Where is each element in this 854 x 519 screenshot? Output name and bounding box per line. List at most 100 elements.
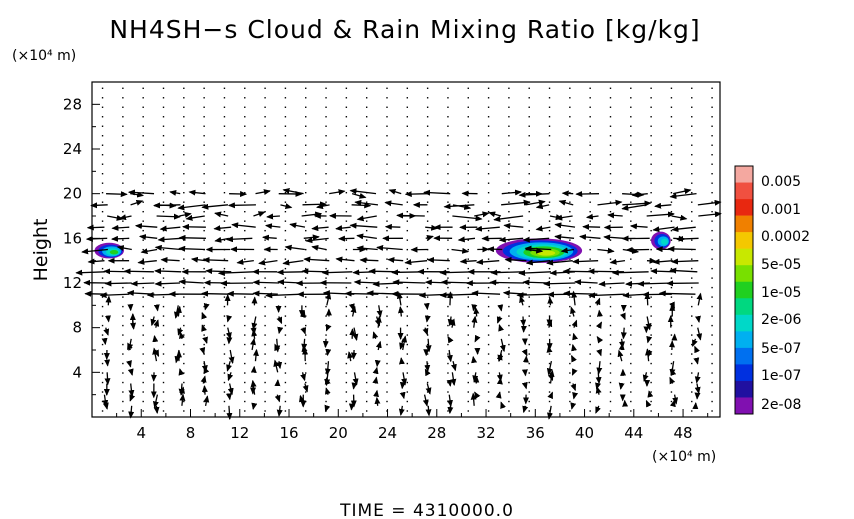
- grid-dot: [203, 372, 205, 374]
- grid-dot: [244, 191, 246, 194]
- wind-vector: [227, 372, 234, 382]
- grid-dot: [711, 315, 713, 317]
- wind-vector: [596, 348, 602, 357]
- x-tick-label: 8: [186, 424, 196, 442]
- grid-dot: [142, 258, 144, 260]
- wind-vector: [202, 256, 229, 263]
- grid-dot: [548, 267, 551, 270]
- colorbar-segment: [735, 314, 753, 332]
- grid-dot: [223, 258, 226, 260]
- grid-dot: [487, 173, 490, 175]
- grid-dot: [162, 286, 165, 289]
- grid-dot: [569, 315, 571, 317]
- grid-dot: [406, 239, 409, 241]
- grid-dot: [711, 248, 713, 251]
- colorbar-label: 1e-07: [761, 368, 801, 384]
- grid-dot: [305, 277, 307, 279]
- grid-dot: [670, 125, 673, 127]
- grid-dot: [508, 400, 510, 403]
- grid-dot: [386, 97, 388, 99]
- grid-dot: [386, 258, 388, 260]
- x-tick-label: 44: [624, 424, 643, 442]
- grid-dot: [467, 229, 469, 232]
- grid-dot: [264, 154, 266, 156]
- grid-dot: [101, 296, 104, 298]
- grid-dot: [609, 87, 612, 89]
- grid-dot: [711, 343, 713, 346]
- wind-vector: [305, 237, 329, 244]
- grid-dot: [609, 144, 612, 146]
- wind-vector: [231, 222, 256, 229]
- wind-vector: [372, 331, 379, 340]
- wind-vector: [459, 258, 477, 265]
- grid-dot: [365, 400, 368, 403]
- grid-dot: [650, 201, 652, 203]
- wind-vector: [570, 354, 577, 363]
- y-tick-label: 4: [72, 363, 82, 381]
- grid-dot: [508, 353, 510, 355]
- grid-dot: [345, 125, 348, 127]
- colorbar-segment: [735, 215, 753, 233]
- grid-dot: [528, 381, 530, 384]
- grid-dot: [325, 248, 327, 251]
- wind-vector: [498, 324, 505, 332]
- grid-dot: [528, 144, 530, 146]
- grid-dot: [142, 372, 144, 374]
- grid-dot: [447, 191, 449, 194]
- grid-dot: [569, 191, 571, 194]
- grid-dot: [670, 116, 673, 118]
- grid-dot: [487, 258, 490, 260]
- grid-dot: [589, 267, 591, 270]
- grid-dot: [691, 315, 693, 317]
- wind-vector: [130, 191, 145, 198]
- grid-dot: [325, 229, 327, 232]
- grid-dot: [244, 144, 246, 146]
- grid-dot: [406, 353, 409, 355]
- grid-dot: [487, 372, 490, 374]
- grid-dot: [406, 372, 409, 374]
- grid-dot: [569, 372, 571, 374]
- grid-dot: [508, 391, 510, 393]
- grid-dot: [447, 372, 449, 374]
- grid-dot: [183, 362, 185, 365]
- wind-vector: [372, 366, 379, 375]
- grid-dot: [345, 315, 348, 317]
- colorbar-segment: [735, 331, 753, 349]
- grid-dot: [325, 315, 327, 317]
- grid-dot: [691, 106, 693, 108]
- colorbar-label: 5e-05: [761, 257, 801, 273]
- grid-dot: [122, 239, 124, 241]
- wind-vector: [302, 383, 309, 393]
- wind-vector: [399, 391, 406, 400]
- wind-vector: [669, 193, 697, 200]
- grid-dot: [609, 248, 612, 251]
- grid-dot: [711, 163, 713, 165]
- wind-vector: [258, 259, 278, 266]
- grid-dot: [365, 381, 368, 384]
- wind-vector: [669, 361, 676, 377]
- grid-dot: [406, 87, 409, 89]
- grid-dot: [386, 154, 388, 156]
- grid-dot: [223, 106, 226, 108]
- grid-dot: [609, 305, 612, 308]
- wind-vector: [570, 383, 577, 392]
- grid-dot: [386, 353, 388, 355]
- grid-dot: [691, 372, 693, 374]
- grid-dot: [365, 248, 368, 251]
- grid-dot: [569, 173, 571, 175]
- grid-dot: [609, 125, 612, 127]
- grid-dot: [467, 163, 469, 165]
- wind-vector: [372, 376, 379, 384]
- grid-dot: [670, 258, 673, 260]
- grid-dot: [589, 173, 591, 175]
- wind-vector: [349, 222, 378, 229]
- y-axis: 4 8 12 16 20 24 28: [63, 81, 100, 396]
- grid-dot: [630, 144, 632, 146]
- wind-vector: [443, 203, 475, 210]
- grid-dot: [589, 239, 591, 241]
- grid-dot: [569, 229, 571, 232]
- grid-dot: [447, 154, 449, 156]
- grid-dot: [548, 144, 551, 146]
- wind-vector: [672, 394, 679, 405]
- grid-dot: [650, 391, 652, 393]
